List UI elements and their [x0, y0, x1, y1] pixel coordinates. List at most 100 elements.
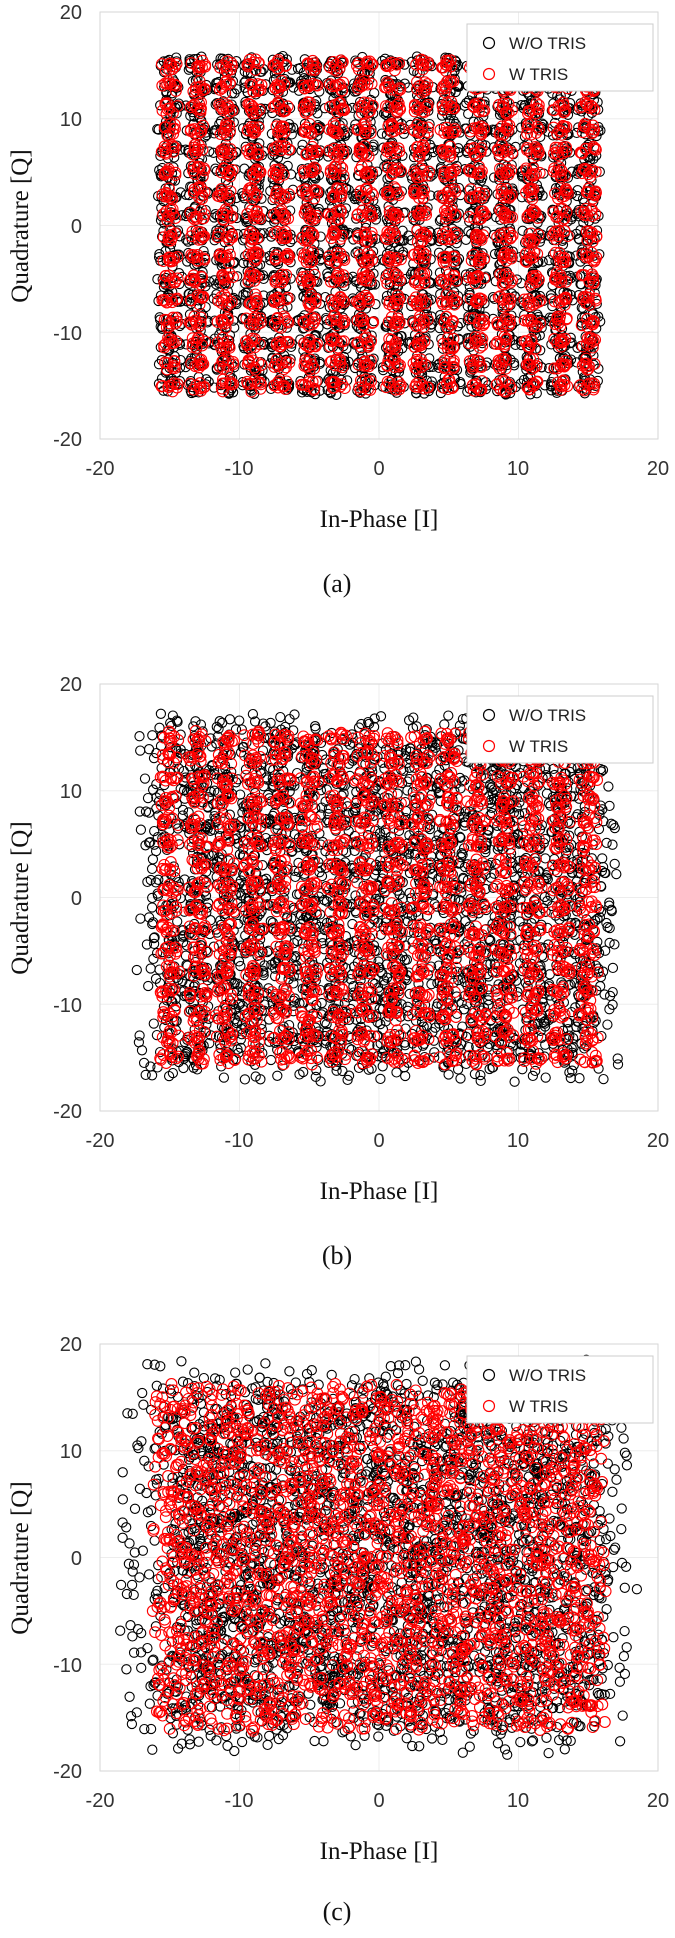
- point-with-tris: [306, 311, 319, 324]
- point-with-tris: [279, 140, 292, 153]
- point-without-tris: [398, 207, 409, 219]
- point-with-tris: [225, 147, 237, 160]
- point-with-tris: [361, 64, 374, 77]
- point-with-tris: [273, 293, 286, 306]
- point-with-tris: [299, 106, 312, 119]
- point-with-tris: [333, 190, 346, 203]
- point-with-tris: [410, 298, 423, 310]
- point-with-tris: [436, 189, 449, 202]
- point-with-tris: [391, 105, 404, 117]
- point-with-tris: [448, 250, 461, 263]
- point-with-tris: [275, 144, 288, 157]
- point-with-tris: [217, 59, 230, 72]
- point-without-tris: [174, 339, 186, 350]
- point-without-tris: [154, 249, 165, 260]
- point-without-tris: [545, 290, 557, 301]
- point-with-tris: [498, 208, 511, 220]
- point-with-tris: [450, 229, 463, 242]
- point-with-tris: [184, 123, 197, 136]
- point-with-tris: [189, 274, 202, 287]
- point-with-tris: [409, 274, 422, 287]
- point-with-tris: [272, 96, 285, 109]
- point-with-tris: [276, 338, 289, 351]
- point-with-tris: [219, 321, 232, 334]
- point-with-tris: [386, 161, 399, 174]
- point-with-tris: [437, 256, 450, 269]
- point-without-tris: [153, 359, 165, 370]
- point-with-tris: [389, 342, 402, 355]
- point-with-tris: [444, 206, 457, 219]
- point-with-tris: [382, 268, 395, 281]
- point-with-tris: [282, 251, 295, 264]
- point-with-tris: [199, 58, 212, 71]
- point-with-tris: [476, 332, 489, 345]
- point-with-tris: [412, 278, 425, 291]
- point-with-tris: [199, 82, 211, 95]
- point-with-tris: [529, 342, 542, 355]
- point-with-tris: [332, 213, 345, 225]
- point-with-tris: [502, 168, 515, 181]
- point-with-tris: [224, 170, 237, 183]
- point-with-tris: [364, 354, 377, 367]
- point-with-tris: [494, 203, 506, 216]
- point-with-tris: [170, 57, 183, 70]
- point-with-tris: [358, 356, 371, 369]
- point-with-tris: [527, 380, 540, 392]
- point-with-tris: [323, 144, 336, 157]
- point-with-tris: [362, 360, 375, 373]
- point-with-tris: [502, 163, 515, 176]
- point-with-tris: [160, 321, 173, 334]
- point-with-tris: [298, 166, 311, 179]
- point-with-tris: [250, 107, 263, 119]
- point-with-tris: [184, 377, 197, 390]
- point-without-tris: [479, 311, 491, 322]
- point-with-tris: [412, 149, 425, 162]
- point-with-tris: [302, 375, 315, 388]
- point-with-tris: [444, 191, 457, 203]
- point-without-tris: [200, 301, 211, 313]
- point-without-tris: [408, 317, 419, 328]
- point-without-tris: [265, 358, 276, 369]
- point-with-tris: [245, 385, 258, 398]
- point-with-tris: [410, 168, 423, 180]
- point-with-tris: [250, 246, 263, 259]
- point-with-tris: [413, 208, 426, 221]
- point-with-tris: [171, 315, 183, 328]
- point-without-tris: [515, 296, 526, 307]
- point-with-tris: [220, 291, 233, 304]
- point-without-tris: [573, 164, 584, 175]
- point-with-tris: [271, 140, 284, 153]
- point-with-tris: [392, 211, 405, 224]
- point-without-tris: [311, 330, 322, 341]
- point-with-tris: [299, 354, 312, 367]
- point-with-tris: [359, 117, 372, 130]
- point-with-tris: [393, 82, 406, 95]
- point-with-tris: [389, 183, 402, 196]
- point-with-tris: [297, 79, 310, 92]
- point-with-tris: [326, 228, 339, 241]
- point-with-tris: [449, 125, 462, 138]
- point-with-tris: [163, 269, 176, 282]
- point-with-tris: [417, 226, 430, 239]
- point-with-tris: [366, 317, 379, 329]
- point-with-tris: [411, 118, 424, 131]
- point-with-tris: [198, 208, 211, 221]
- point-with-tris: [158, 190, 171, 203]
- point-with-tris: [221, 55, 234, 68]
- point-with-tris: [448, 226, 461, 239]
- point-without-tris: [411, 128, 422, 140]
- point-with-tris: [196, 339, 209, 352]
- point-with-tris: [416, 58, 429, 71]
- point-with-tris: [274, 205, 287, 218]
- point-with-tris: [213, 249, 226, 262]
- point-without-tris: [156, 373, 168, 384]
- point-with-tris: [220, 187, 233, 200]
- point-with-tris: [304, 291, 317, 304]
- point-with-tris: [445, 96, 458, 108]
- point-with-tris: [394, 359, 406, 372]
- point-with-tris: [194, 278, 207, 291]
- point-with-tris: [166, 273, 179, 286]
- point-with-tris: [248, 341, 261, 354]
- point-with-tris: [309, 293, 322, 305]
- point-without-tris: [349, 362, 361, 374]
